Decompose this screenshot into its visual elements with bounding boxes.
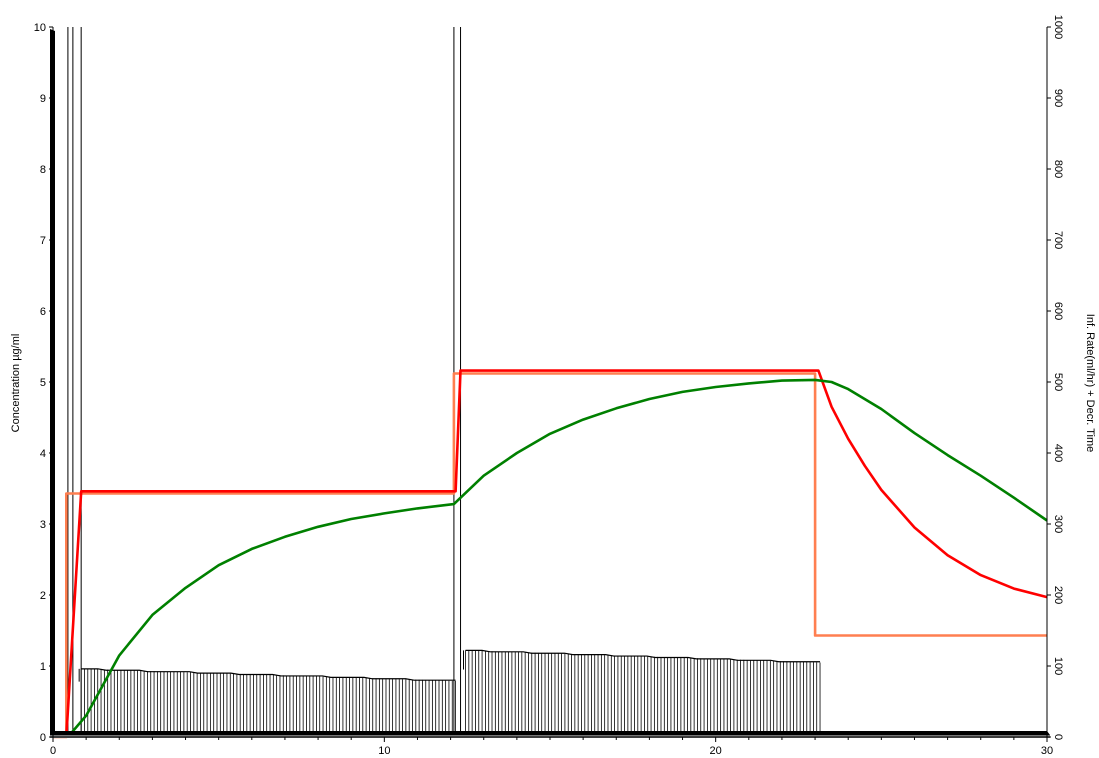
profile-top [465,649,821,663]
floor [50,731,1050,735]
x-tick-label: 10 [378,745,390,757]
y-tick-label: 10 [34,22,46,34]
y2-tick-label: 1000 [1052,15,1064,39]
y-tick-label: 2 [40,590,46,602]
y2-axis-title: Inf. Rate(ml/hr) + Decr. Time [1084,314,1096,452]
y2-tick-label: 400 [1052,444,1064,462]
x-tick-label: 20 [710,745,722,757]
y-tick-label: 0 [40,732,46,744]
series-layer [53,369,1048,739]
profile-top [81,668,456,681]
x-tick-label: 0 [50,745,56,757]
y-tick-label: 1 [40,661,46,673]
y2-tick-label: 900 [1052,89,1064,107]
y2-tick-label: 200 [1052,586,1064,604]
x-tick-label: 30 [1041,745,1053,757]
y2-tick-label: 700 [1052,231,1064,249]
y2-tick-label: 100 [1052,657,1064,675]
series-line [66,378,1048,738]
y-tick-label: 6 [40,306,46,318]
y-tick-label: 4 [40,448,46,460]
axes-layer: 0123456789100100200300400500600700800900… [34,15,1064,757]
y2-tick-label: 0 [1052,734,1064,740]
y-tick-label: 8 [40,164,46,176]
y2-tick-label: 300 [1052,515,1064,533]
y-tick-label: 9 [40,93,46,105]
y-axis-title: Concentration µg/ml [10,334,22,433]
y2-tick-label: 600 [1052,302,1064,320]
y2-tick-label: 500 [1052,373,1064,391]
tall-lines-layer [67,27,462,731]
y-tick-label: 5 [40,377,46,389]
bars-layer [78,649,821,731]
y-tick-label: 3 [40,519,46,531]
y2-tick-label: 800 [1052,160,1064,178]
y-tick-label: 7 [40,235,46,247]
series-line [65,369,1048,738]
series-line [53,372,1047,739]
